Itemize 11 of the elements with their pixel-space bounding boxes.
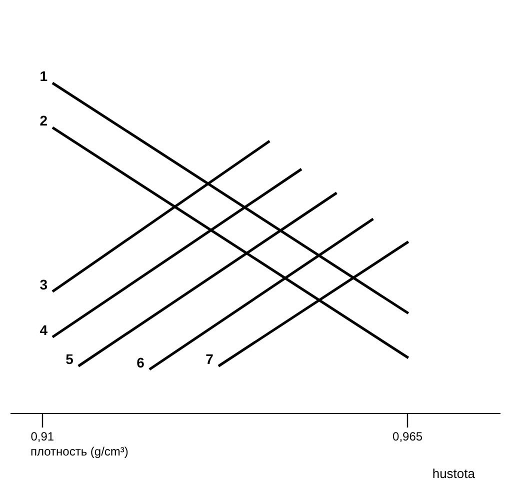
series-label: 4 [40, 322, 48, 338]
series-label: 7 [206, 351, 214, 368]
x-axis-title: плотность (g/cm³) [30, 444, 128, 458]
series-label: 2 [40, 112, 48, 129]
series-label: 6 [136, 354, 145, 370]
x-tick-label: 0,91 [30, 430, 54, 444]
series-label: 3 [40, 276, 48, 293]
series-label: 5 [66, 351, 74, 368]
x-tick-label: 0,965 [392, 430, 423, 444]
series-label: 1 [40, 68, 48, 84]
text: hustota [432, 466, 476, 481]
